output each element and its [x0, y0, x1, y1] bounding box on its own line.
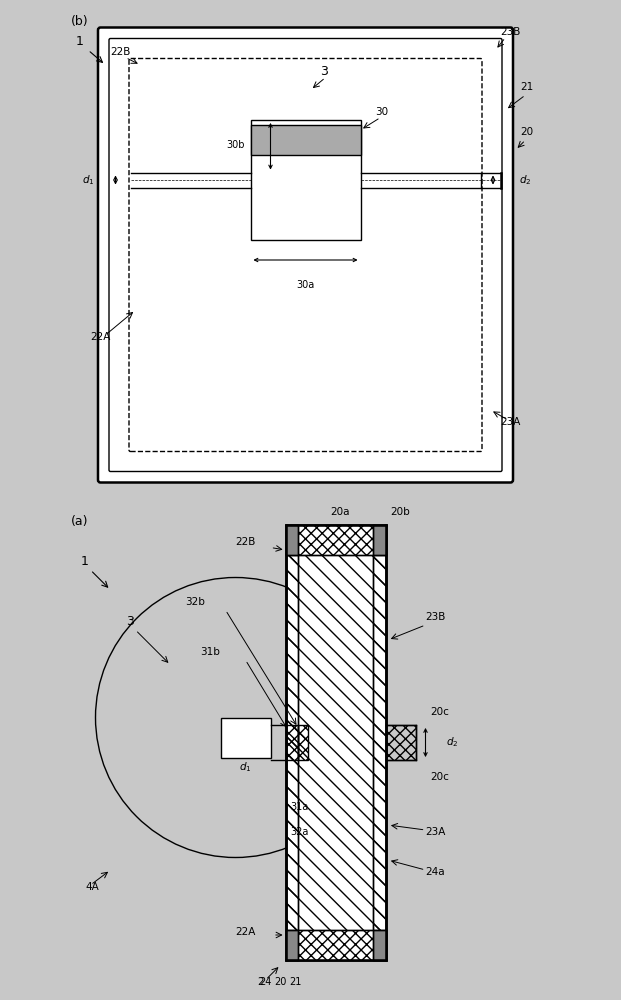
Bar	[286, 930, 386, 960]
Text: 20: 20	[274, 977, 287, 987]
Bar	[220, 718, 271, 758]
Text: 1: 1	[81, 555, 88, 568]
Text: 23B: 23B	[501, 27, 521, 37]
Bar	[286, 525, 298, 555]
Text: $d_1$: $d_1$	[82, 173, 94, 187]
Text: 23A: 23A	[425, 827, 446, 837]
Text: 31b: 31b	[201, 647, 220, 657]
Text: 1: 1	[76, 35, 83, 48]
Bar	[286, 525, 386, 555]
Bar	[386, 725, 415, 760]
Bar	[286, 525, 298, 960]
Text: 32b: 32b	[186, 597, 206, 607]
Bar	[286, 725, 298, 760]
Bar	[286, 525, 386, 960]
Text: 30: 30	[376, 107, 389, 117]
Text: 21: 21	[289, 977, 302, 987]
Bar	[286, 525, 386, 960]
FancyBboxPatch shape	[98, 27, 513, 483]
Bar	[373, 930, 386, 960]
Bar	[286, 930, 298, 960]
Bar	[373, 525, 386, 960]
Text: 20b: 20b	[391, 507, 410, 517]
Bar	[298, 725, 308, 760]
Text: 3: 3	[127, 615, 134, 628]
Text: 22B: 22B	[235, 537, 256, 547]
Text: 32a: 32a	[291, 827, 309, 837]
Text: 30a: 30a	[296, 280, 315, 290]
Text: (b): (b)	[71, 15, 88, 28]
Text: 31a: 31a	[291, 802, 309, 812]
Text: 20: 20	[520, 127, 533, 137]
Text: $d_2$: $d_2$	[519, 173, 532, 187]
Text: 22B: 22B	[111, 47, 131, 57]
Bar	[373, 525, 386, 555]
Bar	[286, 525, 386, 555]
Text: 24: 24	[260, 977, 272, 987]
Text: 4A: 4A	[86, 882, 99, 892]
Text: 3: 3	[320, 65, 329, 78]
Text: 20c: 20c	[430, 772, 450, 782]
Text: 21: 21	[520, 82, 534, 92]
Text: $d_2$: $d_2$	[445, 736, 458, 749]
Text: 22A: 22A	[235, 927, 256, 937]
Text: 23B: 23B	[425, 612, 446, 622]
Bar	[286, 930, 386, 960]
Text: 24a: 24a	[425, 867, 445, 877]
Text: 20a: 20a	[330, 507, 350, 517]
Text: 23A: 23A	[501, 417, 521, 427]
Text: 22A: 22A	[91, 332, 111, 342]
Bar	[250, 120, 361, 240]
Text: 20c: 20c	[430, 707, 450, 717]
Text: 2: 2	[257, 977, 264, 987]
Bar	[250, 125, 361, 155]
Text: 30b: 30b	[226, 140, 245, 150]
Text: $d_1$: $d_1$	[239, 760, 252, 774]
Text: (a): (a)	[71, 515, 88, 528]
